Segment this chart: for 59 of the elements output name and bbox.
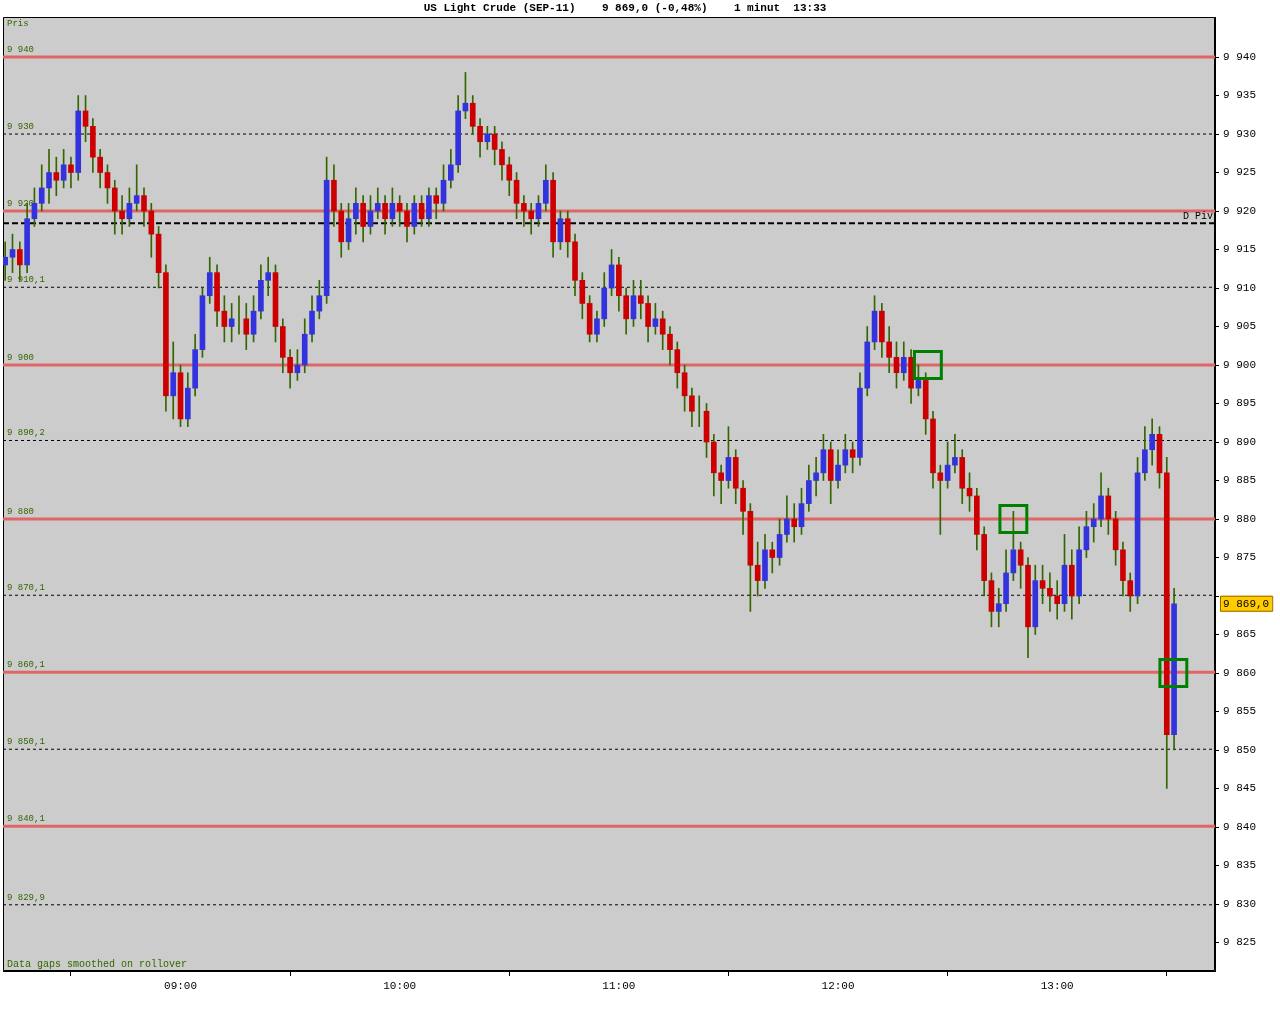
text: 9 869,0 (1223, 597, 1270, 610)
candlestick (952, 434, 958, 474)
x-tick-label: 11:00 (602, 979, 636, 992)
candlestick (1054, 580, 1061, 620)
y-tick-label: 9 880 (1223, 512, 1257, 525)
ref-line-label: 9 860,1 (7, 660, 45, 671)
point (998, 504, 1029, 534)
y-tick-label: 9 890 (1223, 435, 1257, 448)
y-tick-label: 9 915 (1223, 243, 1257, 256)
y-tick-label: 9 855 (1223, 705, 1257, 718)
ref-line-label: 9 870,1 (7, 583, 45, 594)
y-axis-title: Pris (7, 18, 29, 29)
candlestick (53, 156, 60, 196)
y-tick-label: 9 830 (1223, 897, 1257, 910)
candlestick (791, 503, 798, 543)
y-tick-label: 9 930 (1223, 127, 1257, 140)
y-tick-label: 9 835 (1223, 859, 1257, 872)
y-tick-label: 9 925 (1223, 166, 1257, 179)
point (1158, 658, 1189, 688)
ref-line-label: 9 829,9 (7, 892, 45, 903)
candlestick (1090, 503, 1097, 543)
y-tick-label: 9 845 (1223, 782, 1257, 795)
y-tick-label: 9 905 (1223, 320, 1257, 333)
x-tick-label: 12:00 (821, 979, 855, 992)
y-tick-label: 9 920 (1223, 204, 1257, 217)
ref-line-label: 9 890,2 (7, 428, 45, 439)
x-tick-label: 13:00 (1040, 979, 1074, 992)
point (912, 350, 943, 380)
ref-line-label: 9 920 (7, 198, 35, 209)
ref-line-label: 9 850,1 (7, 737, 45, 748)
y-tick-label: 9 850 (1223, 743, 1257, 756)
y-tick-label: 9 860 (1223, 666, 1257, 679)
ref-line-label: 9 880 (7, 506, 35, 517)
candlestick (1047, 572, 1053, 612)
y-tick-label: 9 940 (1223, 50, 1257, 63)
x-tick-label: 10:00 (383, 979, 417, 992)
candlestick (133, 164, 140, 212)
candlestick (396, 195, 403, 227)
ref-line-label: 9 910,1 (7, 275, 45, 286)
candlestick (521, 195, 527, 227)
chart-title: US Light Crude (SEP-11) 9 869,0 (-0,48%) 1 minut 13:33 (423, 1, 827, 14)
ref-line-label: 9 840,1 (7, 814, 45, 825)
y-tick-label: 9 840 (1223, 820, 1257, 833)
candlestick (119, 195, 125, 235)
x-tick-label: 09:00 (164, 979, 198, 992)
ref-line-label: 9 900 (7, 352, 35, 363)
y-tick-label: 9 875 (1223, 551, 1257, 564)
y-tick-label: 9 900 (1223, 358, 1257, 371)
y-tick-label: 9 885 (1223, 474, 1257, 487)
annotation: Data gaps smoothed on rollover (7, 958, 188, 970)
y-tick-label: 9 825 (1223, 936, 1257, 949)
candlestick (3, 241, 9, 281)
y-tick-label: 9 895 (1223, 397, 1257, 410)
ref-line-label: 9 940 (7, 44, 35, 55)
ref-line-label: D Piv (1182, 210, 1213, 222)
y-tick-label: 9 865 (1223, 628, 1257, 641)
ref-line-label: 9 930 (7, 121, 35, 132)
y-tick-label: 9 910 (1223, 281, 1257, 294)
y-tick-label: 9 935 (1223, 89, 1257, 102)
